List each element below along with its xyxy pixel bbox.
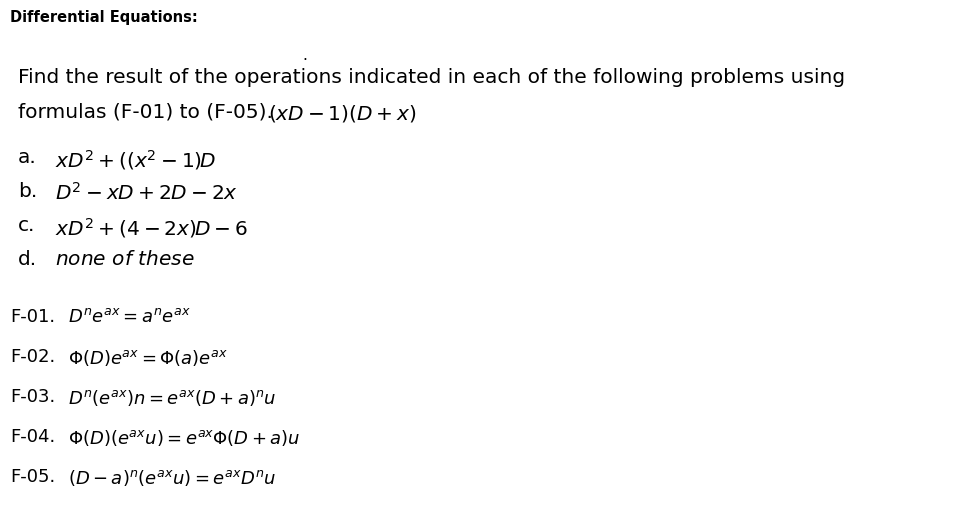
Text: Find the result of the operations indicated in each of the following problems us: Find the result of the operations indica… <box>18 68 845 87</box>
Text: $\Phi(D)(e^{ax}u) = e^{ax}\Phi(D + a)u$: $\Phi(D)(e^{ax}u) = e^{ax}\Phi(D + a)u$ <box>68 428 301 448</box>
Text: $D^n e^{ax} = a^n e^{ax}$: $D^n e^{ax} = a^n e^{ax}$ <box>68 308 191 326</box>
Text: a.: a. <box>18 148 37 167</box>
Text: .: . <box>302 48 307 63</box>
Text: $D^n(e^{ax})n = e^{ax}(D + a)^n u$: $D^n(e^{ax})n = e^{ax}(D + a)^n u$ <box>68 388 277 408</box>
Text: F-03.: F-03. <box>10 388 56 406</box>
Text: $xD^2 + ((x^2 - 1)D$: $xD^2 + ((x^2 - 1)D$ <box>55 148 216 172</box>
Text: d.: d. <box>18 250 37 269</box>
Text: Differential Equations:: Differential Equations: <box>10 10 198 25</box>
Text: $\mathit{none\ of\ these}$: $\mathit{none\ of\ these}$ <box>55 250 195 269</box>
Text: F-01.: F-01. <box>10 308 56 326</box>
Text: F-02.: F-02. <box>10 348 56 366</box>
Text: $D^2 - xD + 2D - 2x$: $D^2 - xD + 2D - 2x$ <box>55 182 238 204</box>
Text: b.: b. <box>18 182 37 201</box>
Text: $(xD - 1)(D + x)$: $(xD - 1)(D + x)$ <box>268 103 417 124</box>
Text: $(D - a)^n(e^{ax}u) = e^{ax}D^n u$: $(D - a)^n(e^{ax}u) = e^{ax}D^n u$ <box>68 468 277 488</box>
Text: formulas (F-01) to (F-05).: formulas (F-01) to (F-05). <box>18 103 280 122</box>
Text: $xD^2 + (4 - 2x)D - 6$: $xD^2 + (4 - 2x)D - 6$ <box>55 216 248 240</box>
Text: c.: c. <box>18 216 35 235</box>
Text: F-04.: F-04. <box>10 428 56 446</box>
Text: F-05.: F-05. <box>10 468 56 486</box>
Text: $\Phi(D)e^{ax} = \Phi(a)e^{ax}$: $\Phi(D)e^{ax} = \Phi(a)e^{ax}$ <box>68 348 228 368</box>
